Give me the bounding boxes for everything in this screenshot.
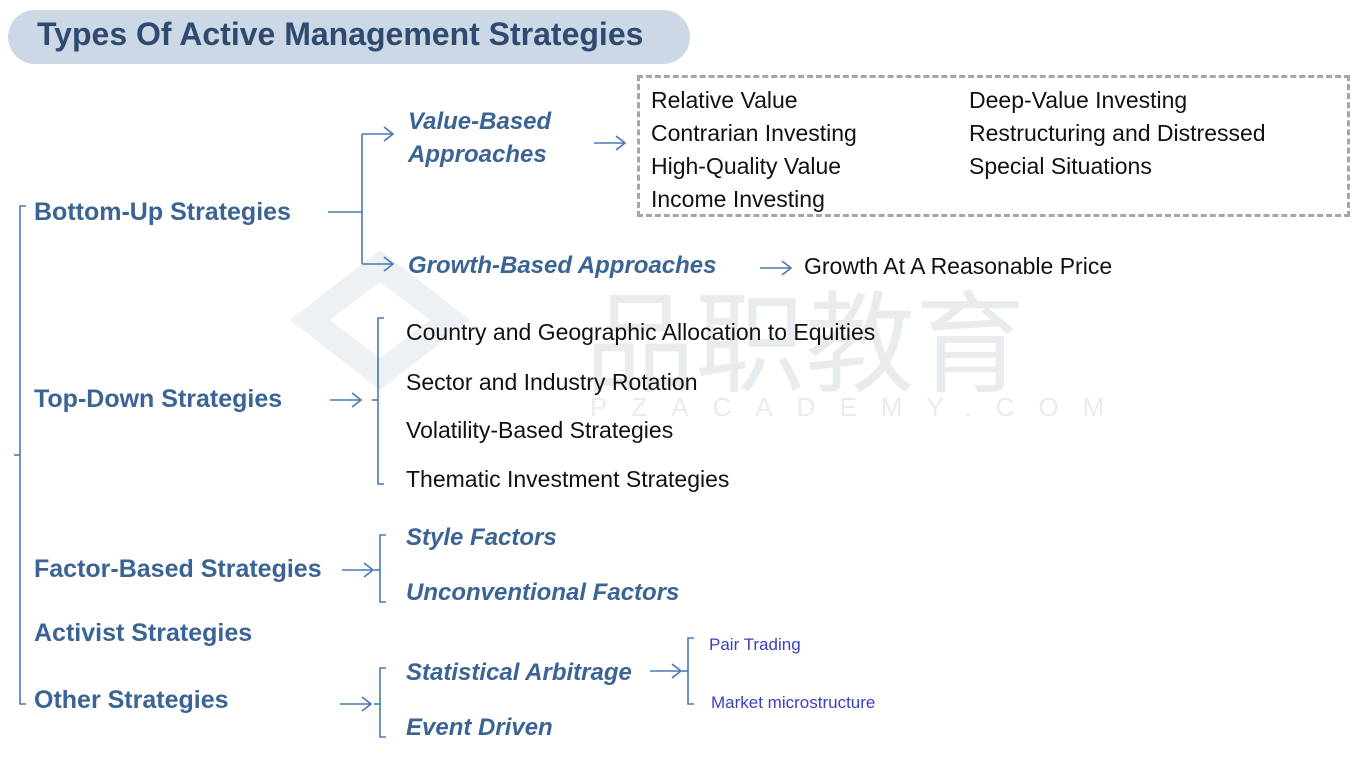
stat-arb-label: Statistical Arbitrage bbox=[406, 659, 632, 686]
value-based-label-line1: Value-Based bbox=[408, 108, 552, 135]
top-down-item: Sector and Industry Rotation bbox=[406, 369, 698, 395]
growth-based-label: Growth-Based Approaches bbox=[408, 252, 717, 279]
value-item: Deep-Value Investing bbox=[969, 87, 1188, 113]
top-down-item: Country and Geographic Allocation to Equ… bbox=[406, 319, 876, 345]
value-item: Contrarian Investing bbox=[651, 120, 857, 146]
value-item: Special Situations bbox=[969, 153, 1152, 179]
other-label: Other Strategies bbox=[34, 686, 229, 714]
top-down-item: Volatility-Based Strategies bbox=[406, 417, 674, 443]
page-title: Types Of Active Management Strategies bbox=[37, 16, 644, 52]
stat-arb-item: Pair Trading bbox=[709, 635, 801, 654]
value-item: Relative Value bbox=[651, 87, 798, 113]
title-pill bbox=[8, 10, 690, 64]
value-item: Restructuring and Distressed bbox=[969, 120, 1266, 146]
value-item: Income Investing bbox=[651, 186, 825, 212]
stat-arb-item: Market microstructure bbox=[711, 693, 876, 712]
value-based-box bbox=[637, 75, 1350, 217]
activist-label: Activist Strategies bbox=[34, 619, 253, 647]
factor-item: Unconventional Factors bbox=[406, 579, 680, 606]
top-down-label: Top-Down Strategies bbox=[34, 385, 283, 413]
factor-based-label: Factor-Based Strategies bbox=[34, 555, 322, 583]
bottom-up-label: Bottom-Up Strategies bbox=[34, 198, 291, 226]
value-item: High-Quality Value bbox=[651, 153, 842, 179]
event-driven-label: Event Driven bbox=[406, 714, 553, 741]
watermark-cn: 品职教育 bbox=[585, 284, 1025, 407]
garp-item: Growth At A Reasonable Price bbox=[804, 253, 1113, 279]
top-down-item: Thematic Investment Strategies bbox=[406, 466, 730, 492]
value-based-label-line2: Approaches bbox=[408, 141, 547, 168]
factor-item: Style Factors bbox=[406, 524, 557, 551]
watermark-en: PZACADEMY.COM bbox=[590, 392, 1129, 422]
